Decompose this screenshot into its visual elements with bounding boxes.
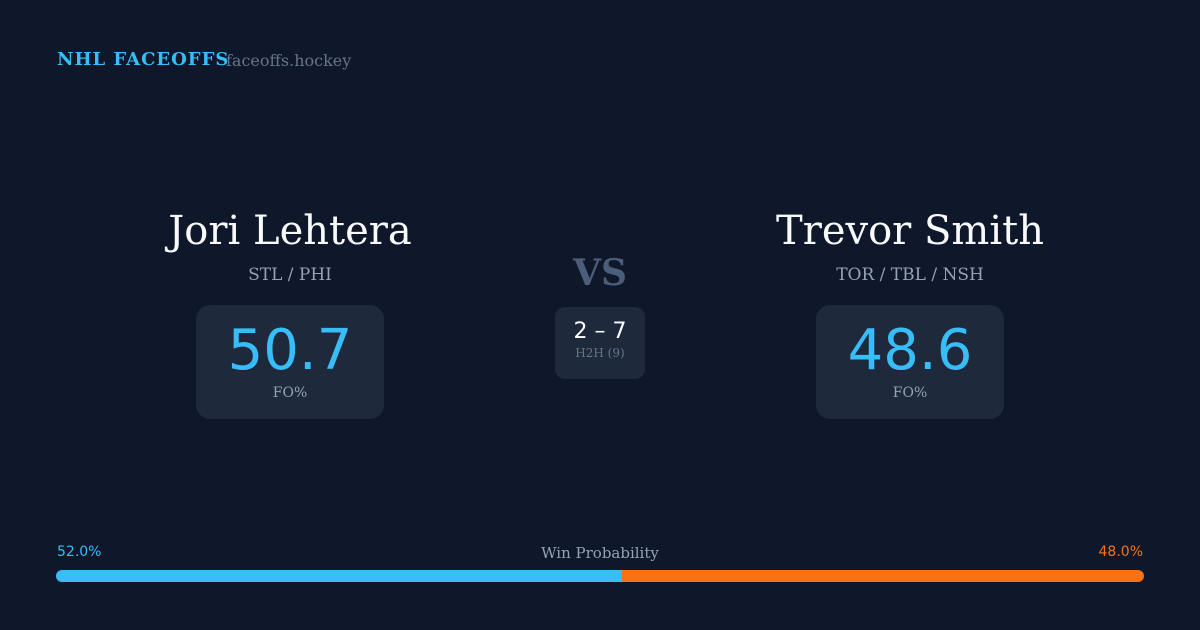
h2h-label: H2H (9): [575, 346, 625, 360]
brand-title: NHL FACEOFFS: [57, 49, 230, 70]
left-fo-pct: 50.7: [227, 318, 353, 383]
right-player-name: Trevor Smith: [776, 208, 1044, 254]
right-fo-pct: 48.6: [847, 318, 973, 383]
left-win-pct: 52.0%: [57, 544, 102, 560]
right-win-bar: [621, 570, 1144, 582]
right-fo-card: 48.6 FO%: [815, 305, 1005, 419]
right-player: Trevor Smith TOR / TBL / NSH 48.6 FO%: [700, 205, 1120, 419]
h2h-card: 2 – 7 H2H (9): [555, 307, 645, 379]
win-probability-bar: [56, 570, 1144, 582]
left-fo-label: FO%: [272, 385, 308, 401]
right-player-teams: TOR / TBL / NSH: [836, 265, 984, 285]
left-win-bar: [56, 570, 622, 582]
left-player: Jori Lehtera STL / PHI 50.7 FO%: [80, 205, 500, 419]
site-url: faceoffs.hockey: [226, 51, 352, 70]
h2h-score: 2 – 7: [573, 319, 627, 344]
right-win-pct: 48.0%: [1098, 544, 1143, 560]
left-player-name: Jori Lehtera: [168, 208, 412, 254]
right-fo-label: FO%: [892, 385, 928, 401]
left-player-teams: STL / PHI: [248, 265, 332, 285]
vs-label: VS: [573, 252, 627, 294]
left-fo-card: 50.7 FO%: [195, 305, 385, 419]
win-probability-label: Win Probability: [541, 544, 659, 562]
